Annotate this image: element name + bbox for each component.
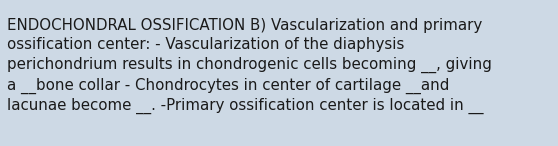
Text: ENDOCHONDRAL OSSIFICATION B) Vascularization and primary
ossification center: - : ENDOCHONDRAL OSSIFICATION B) Vasculariza…: [7, 18, 492, 114]
